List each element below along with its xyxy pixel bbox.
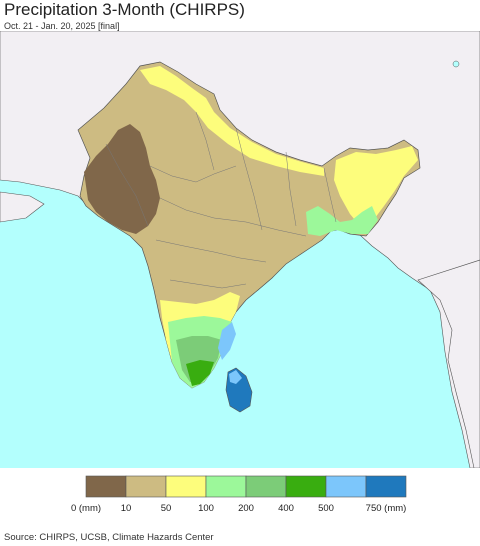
dry-region-west: [84, 124, 160, 234]
outside-land-west: [0, 191, 45, 223]
island-speck: [452, 60, 460, 68]
legend-label: 500: [318, 503, 334, 514]
northeast-moist: [334, 146, 418, 226]
legend-label: 400: [278, 503, 294, 514]
legend-swatch: [285, 475, 327, 498]
legend-label: 200: [238, 503, 254, 514]
internal-borders: [105, 111, 337, 289]
legend-swatch: [165, 475, 207, 498]
map-title: Precipitation 3-Month (CHIRPS): [4, 0, 245, 19]
legend-swatch: [85, 475, 127, 498]
northeast-wet: [306, 206, 378, 236]
sri-lanka-north: [229, 370, 242, 384]
legend: [85, 475, 407, 498]
legend-swatch: [325, 475, 367, 498]
south-tip-wettest: [186, 360, 214, 386]
east-coast-very-wet: [218, 322, 236, 360]
outside-land-east: [417, 259, 480, 468]
source-credit: Source: CHIRPS, UCSB, Climate Hazards Ce…: [4, 532, 214, 543]
legend-swatches: [85, 475, 407, 498]
legend-label: 10: [120, 503, 132, 514]
legend-label: 50: [160, 503, 172, 514]
legend-swatch: [205, 475, 247, 498]
legend-label: 750 (mm): [365, 503, 407, 514]
precipitation-map: [0, 31, 480, 468]
map-subtitle: Oct. 21 - Jan. 20, 2025 [final]: [4, 21, 120, 31]
legend-swatch: [245, 475, 287, 498]
himalaya-moist-band: [140, 66, 324, 176]
legend-label: 100: [198, 503, 214, 514]
legend-swatch: [365, 475, 407, 498]
legend-swatch: [125, 475, 167, 498]
legend-label: 0 (mm): [70, 503, 102, 514]
